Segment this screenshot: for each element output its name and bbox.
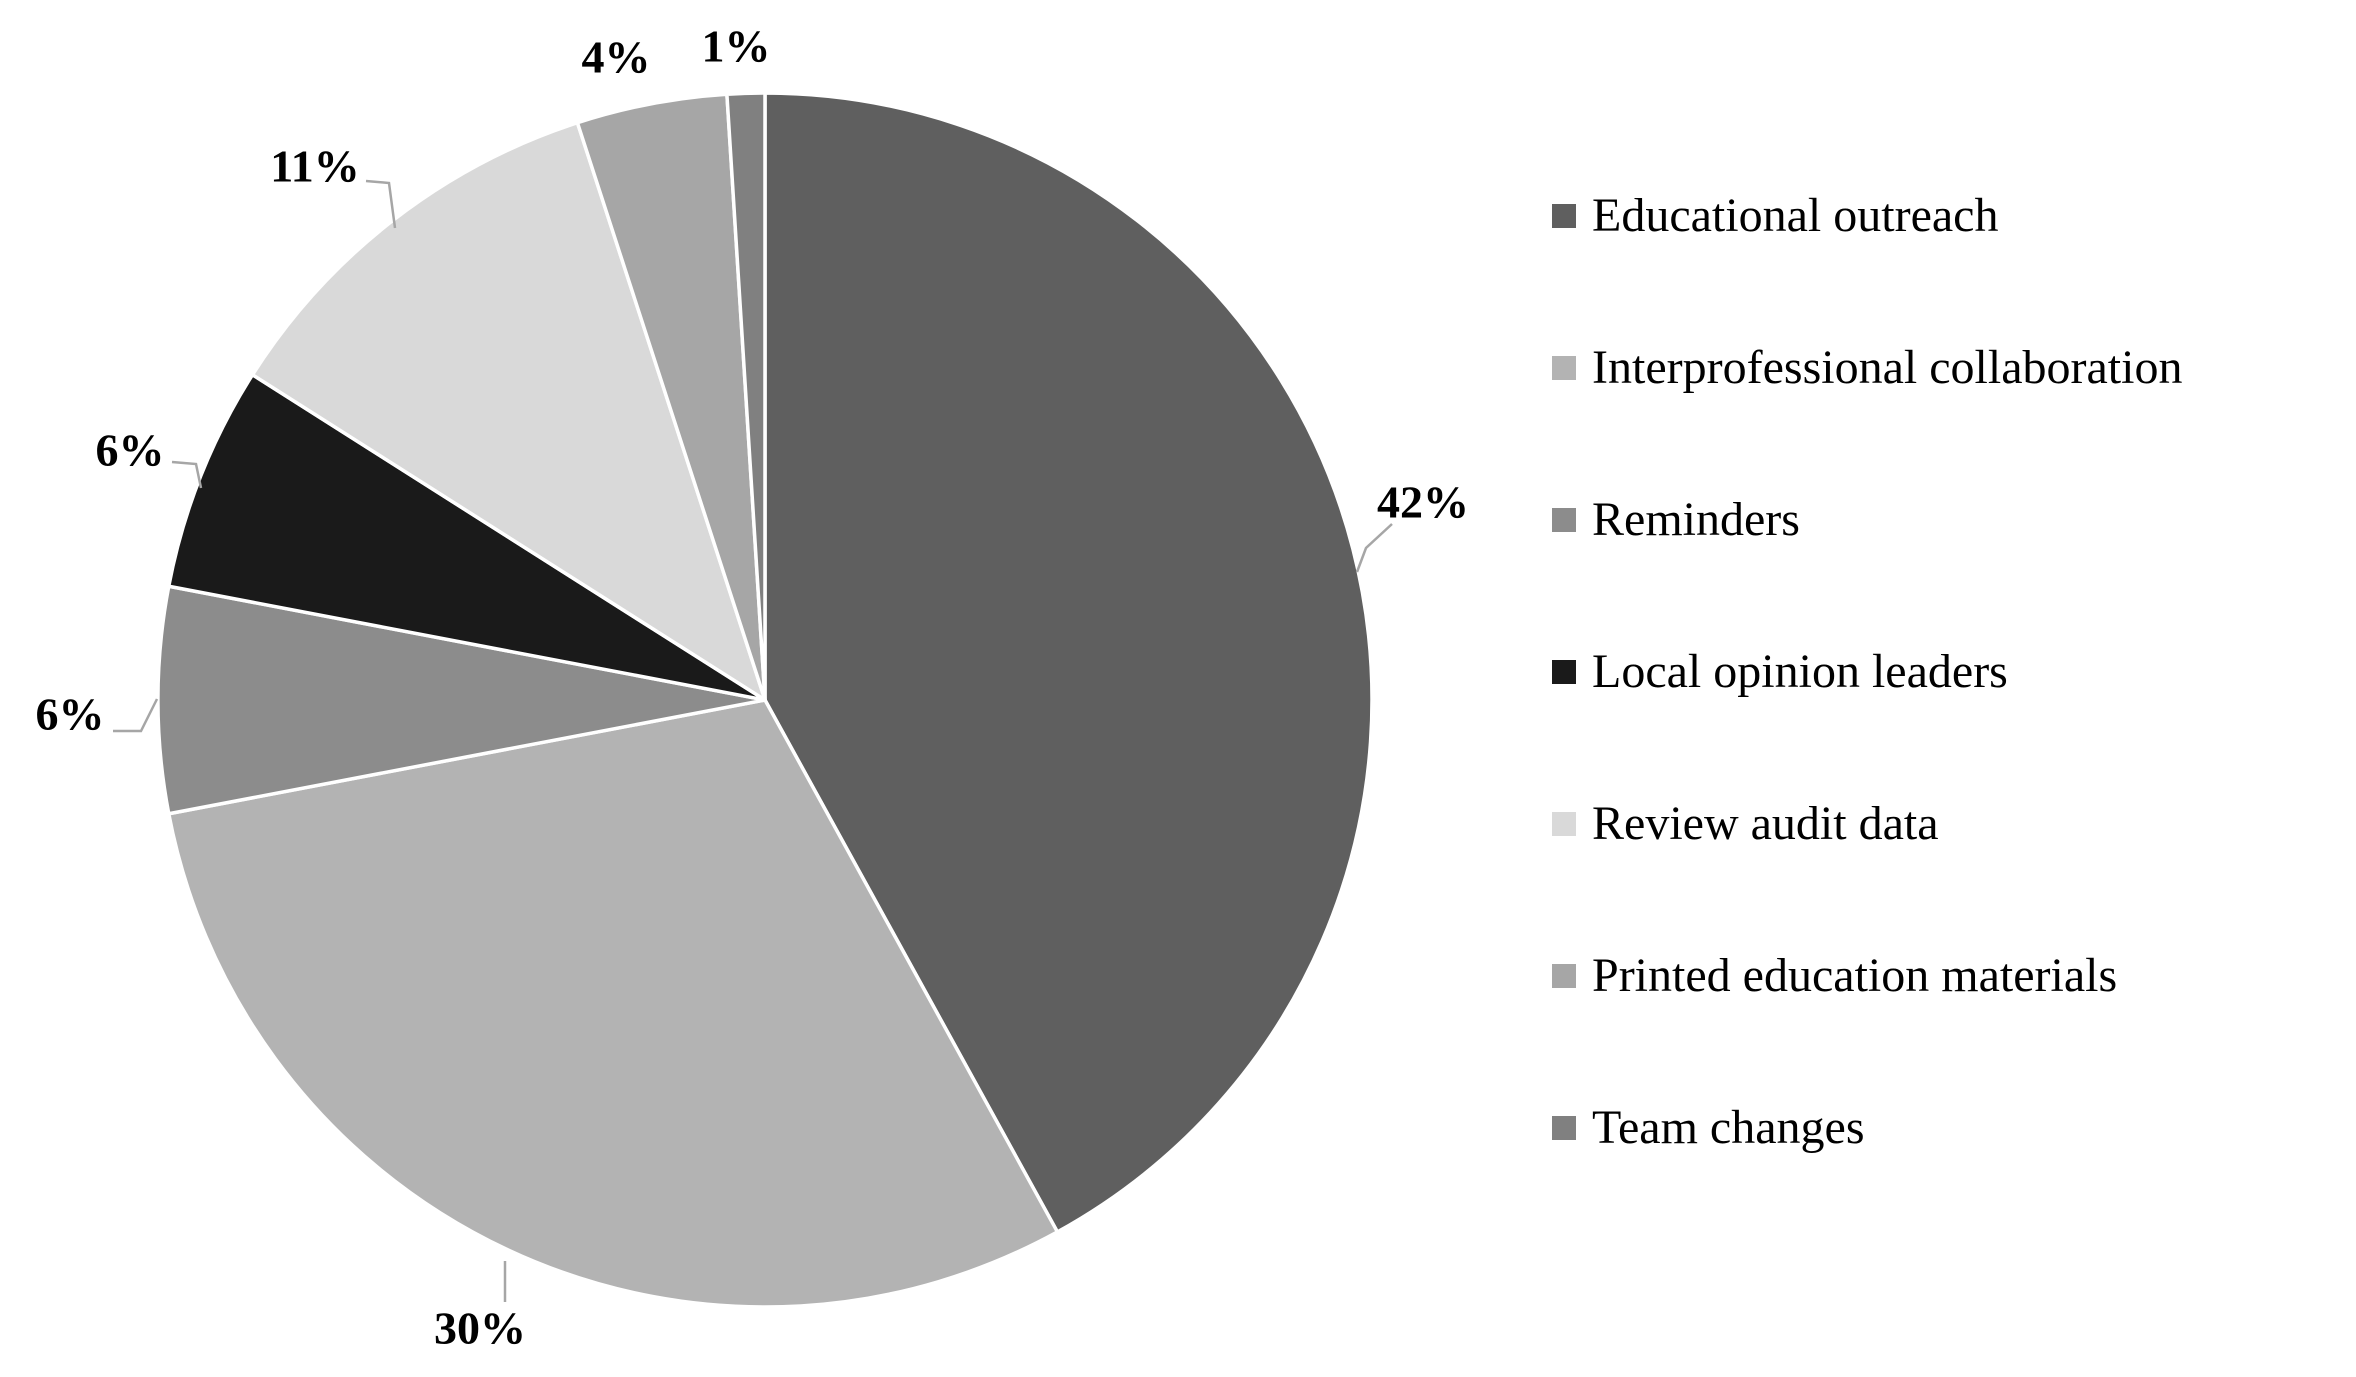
legend-swatch-icon: [1552, 204, 1576, 228]
pie-slice-interprofessional-collaboration: [167, 698, 1060, 1309]
legend-label: Review audit data: [1592, 797, 1939, 850]
data-label-printed-education-materials: 4%: [581, 31, 651, 83]
legend-item-educational-outreach: Educational outreach: [1552, 192, 2182, 240]
legend-label: Team changes: [1592, 1101, 1865, 1154]
data-label-interprofessional-collaboration: 30%: [434, 1302, 526, 1354]
legend-label: Local opinion leaders: [1592, 645, 2008, 698]
legend-item-interprofessional-collaboration: Interprofessional collaboration: [1552, 344, 2182, 392]
leader-line-reminders: [113, 698, 159, 733]
legend-label: Educational outreach: [1592, 189, 1999, 242]
legend-item-review-audit-data: Review audit data: [1552, 800, 2182, 848]
legend-item-reminders: Reminders: [1552, 496, 2182, 544]
legend-swatch-icon: [1552, 356, 1576, 380]
data-label-local-opinion-leaders: 6%: [95, 424, 165, 476]
data-label-team-changes: 1%: [701, 20, 771, 72]
pie-slice-local-opinion-leaders: [167, 373, 767, 702]
pie-slice-reminders: [156, 584, 767, 816]
legend-item-local-opinion-leaders: Local opinion leaders: [1552, 648, 2182, 696]
pie-slice-team-changes: [725, 91, 767, 702]
leader-line-local-opinion-leaders: [171, 460, 203, 489]
legend-swatch-icon: [1552, 660, 1576, 684]
legend-label: Printed education materials: [1592, 949, 2118, 1002]
legend-label: Reminders: [1592, 493, 1800, 546]
legend-item-team-changes: Team changes: [1552, 1104, 2182, 1152]
legend-item-printed-education-materials: Printed education materials: [1552, 952, 2182, 1000]
legend-swatch-icon: [1552, 964, 1576, 988]
data-label-reminders: 6%: [35, 688, 105, 740]
pie-slice-educational-outreach: [763, 91, 1374, 1234]
legend: Educational outreach Interprofessional co…: [1552, 192, 2182, 1152]
leader-line-review-audit-data: [365, 179, 397, 229]
data-label-review-audit-data: 11%: [270, 140, 360, 192]
data-label-educational-outreach: 42%: [1377, 476, 1469, 528]
leader-line-educational-outreach: [1355, 523, 1393, 573]
legend-swatch-icon: [1552, 508, 1576, 532]
legend-label: Interprofessional collaboration: [1592, 341, 2183, 394]
legend-swatch-icon: [1552, 1116, 1576, 1140]
legend-swatch-icon: [1552, 812, 1576, 836]
